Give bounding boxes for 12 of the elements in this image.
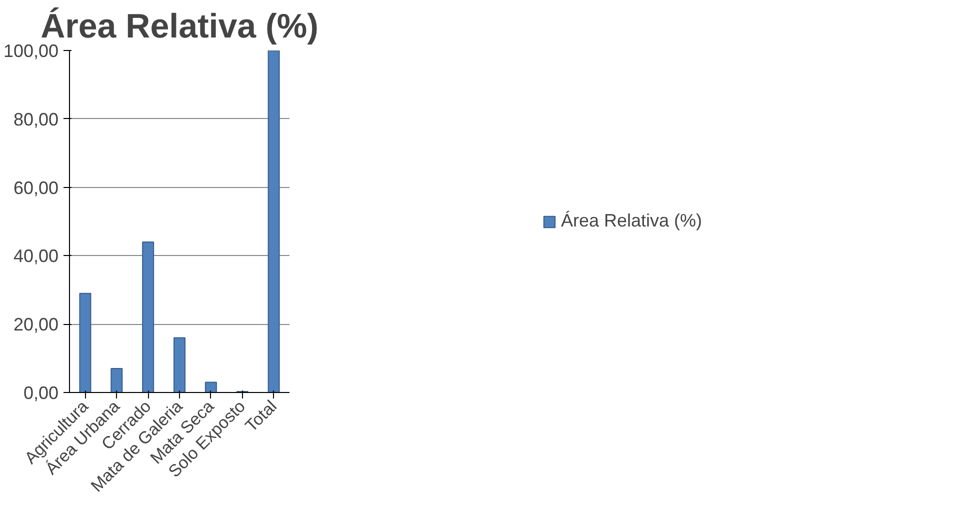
y-tick-label: 80,00	[13, 109, 59, 130]
y-tick-label: 0,00	[23, 383, 59, 403]
y-tick-label: 20,00	[13, 314, 59, 335]
bar	[79, 292, 92, 392]
bar	[110, 368, 123, 392]
bar	[142, 242, 154, 392]
y-tick-label: 40,00	[13, 246, 59, 266]
bar	[268, 50, 280, 392]
y-tick-label: 60,00	[13, 178, 59, 198]
bar	[204, 382, 217, 392]
legend-label: Área Relativa (%)	[560, 210, 702, 232]
bar	[174, 337, 186, 392]
